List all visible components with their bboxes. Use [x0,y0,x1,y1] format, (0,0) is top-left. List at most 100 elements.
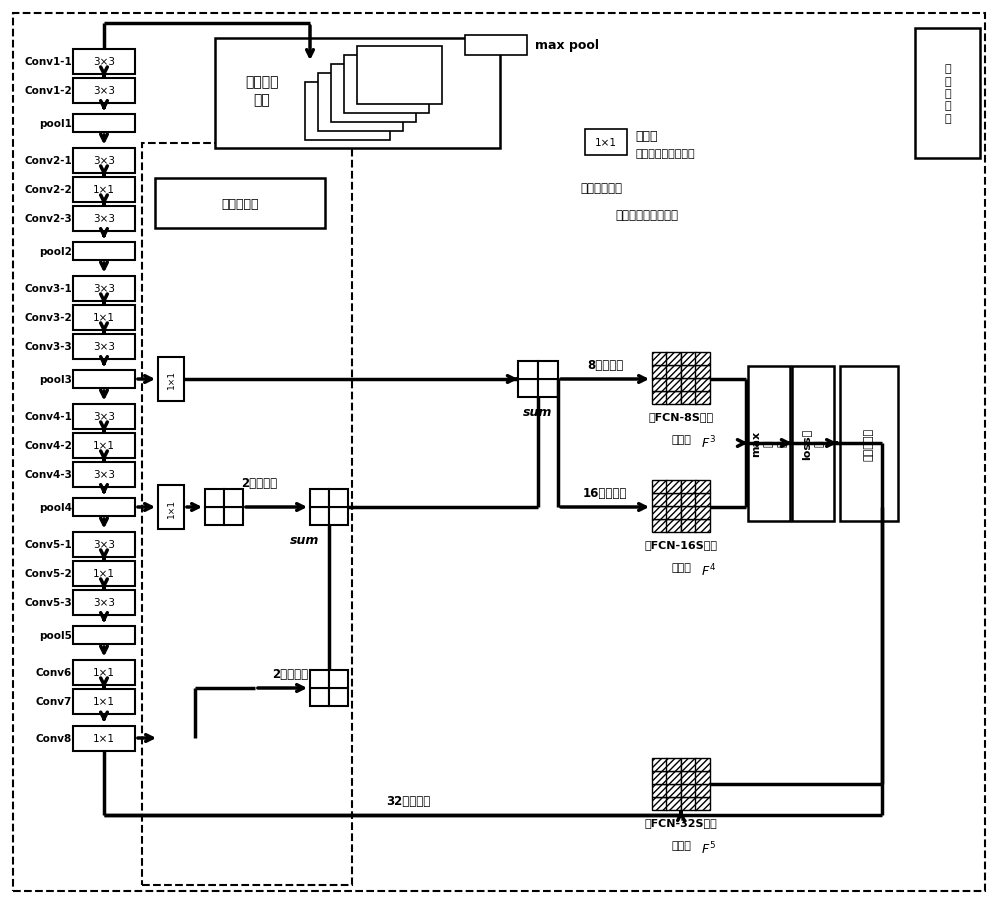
Bar [329,688,348,706]
Bar [73,689,135,713]
Text: Conv2-3: Conv2-3 [24,214,72,224]
Text: 1×1: 1×1 [93,696,115,706]
Text: 的热图: 的热图 [671,434,691,444]
Bar [331,65,416,123]
Bar [666,759,681,771]
Bar [310,507,329,526]
Bar [585,130,627,156]
Text: 8倍上采样: 8倍上采样 [587,358,623,372]
Bar [666,507,681,519]
Text: 双线性插值反卷积法: 双线性插值反卷积法 [615,209,678,222]
Bar [73,498,135,517]
Text: 1×1: 1×1 [93,667,115,677]
Bar [518,379,538,397]
Bar [695,493,710,507]
Bar [695,366,710,378]
Bar [666,352,681,366]
Bar [73,243,135,261]
Bar [652,480,666,493]
Bar [652,797,666,810]
Bar [652,784,666,797]
Text: 3×3: 3×3 [93,86,115,96]
Bar [666,493,681,507]
Bar [73,148,135,173]
Bar [652,378,666,392]
Bar [681,507,696,519]
Bar [73,334,135,359]
Bar [329,670,348,688]
Bar [681,759,696,771]
Bar [681,519,696,533]
Text: $F^3$: $F^3$ [701,434,716,452]
Text: 1×1: 1×1 [166,498,176,517]
Text: 1×1: 1×1 [93,733,115,743]
Bar [205,489,224,507]
Bar [155,179,325,228]
Text: pool5: pool5 [39,630,72,640]
Bar [666,366,681,378]
Text: Conv3-1: Conv3-1 [24,284,72,293]
Text: pool3: pool3 [39,375,72,385]
Bar [73,660,135,684]
Text: max pool: max pool [535,40,599,52]
Bar [538,361,558,379]
Text: Conv5-1: Conv5-1 [24,539,72,549]
Bar [695,352,710,366]
Bar [344,56,429,114]
Bar [681,378,696,392]
Text: 特
征
编
码
器: 特 征 编 码 器 [944,64,951,124]
Text: pool1: pool1 [39,119,72,129]
Text: 3×3: 3×3 [93,284,115,293]
Text: Conv7: Conv7 [36,696,72,706]
Bar [695,784,710,797]
Bar [73,462,135,487]
Text: 3×3: 3×3 [93,412,115,422]
Bar [465,36,527,56]
Text: $F^4$: $F^4$ [701,563,716,579]
Text: 由FCN-16S得到: 由FCN-16S得到 [644,539,718,549]
Bar [792,366,834,521]
Bar [666,392,681,405]
Bar [215,39,500,149]
Bar [681,797,696,810]
Bar [518,361,538,379]
Bar [666,771,681,784]
Text: Conv3-3: Conv3-3 [24,341,72,351]
Bar [666,519,681,533]
Bar [73,726,135,750]
Text: 的热图: 的热图 [671,840,691,850]
Text: Conv5-2: Conv5-2 [24,568,72,578]
Bar [652,771,666,784]
Text: 1×1: 1×1 [93,185,115,195]
Text: Conv2-1: Conv2-1 [24,156,72,166]
Text: 初级轮廓
响应: 初级轮廓 响应 [245,75,279,107]
Bar [73,561,135,586]
Bar [652,366,666,378]
Bar [695,519,710,533]
Bar [666,797,681,810]
Bar [652,392,666,405]
Bar [73,276,135,302]
Text: 3×3: 3×3 [93,539,115,549]
Bar [318,74,403,132]
Text: max
图
谱: max 图 谱 [751,431,787,457]
Bar [748,366,790,521]
Bar [224,489,243,507]
Text: 3×3: 3×3 [93,214,115,224]
Text: 的热图: 的热图 [671,563,691,573]
Bar [310,489,329,507]
Text: 输出轮廓图: 输出轮廓图 [864,427,874,460]
Text: Conv4-3: Conv4-3 [24,470,72,479]
Text: pool4: pool4 [39,502,72,512]
Bar [142,144,352,885]
Bar [73,404,135,429]
Text: pool2: pool2 [39,247,72,256]
Text: 由FCN-8S得到: 由FCN-8S得到 [648,412,714,422]
Bar [73,50,135,74]
Bar [681,366,696,378]
Bar [840,366,898,521]
Text: 1×1: 1×1 [93,312,115,322]
Text: 3×3: 3×3 [93,598,115,608]
Text: Conv6: Conv6 [36,667,72,677]
Bar [73,370,135,388]
